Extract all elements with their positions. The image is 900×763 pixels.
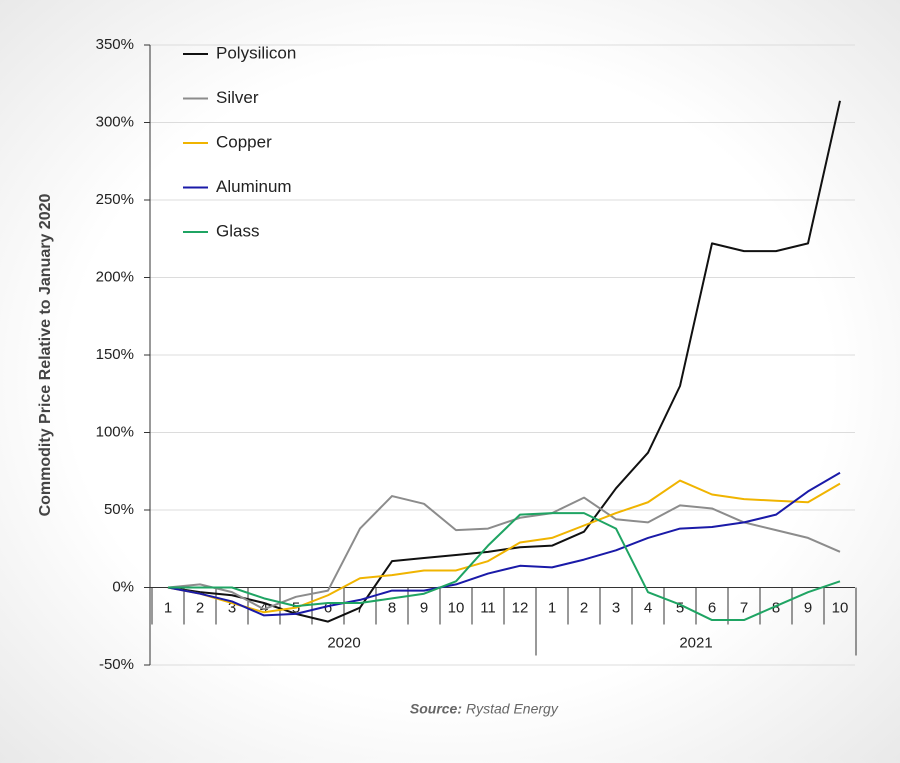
- x-tick-label: 4: [644, 599, 652, 616]
- source-label: Source:: [410, 701, 462, 717]
- y-axis-label: Commodity Price Relative to January 2020: [37, 194, 54, 517]
- series-line: [167, 100, 841, 623]
- y-tick-label: 50%: [104, 501, 134, 518]
- y-tick-label: 300%: [96, 113, 134, 130]
- y-tick-label: 250%: [96, 191, 134, 208]
- y-tick-label: 350%: [96, 36, 134, 53]
- x-tick-label: 1: [164, 599, 172, 616]
- x-tick-label: 9: [804, 599, 812, 616]
- y-tick-label: 100%: [96, 423, 134, 440]
- x-tick-label: 8: [388, 599, 396, 616]
- x-tick-label: 3: [228, 599, 236, 616]
- x-tick-label: 10: [832, 599, 849, 616]
- x-tick-label: 4: [260, 599, 268, 616]
- x-tick-label: 2: [196, 599, 204, 616]
- x-tick-label: 8: [772, 599, 780, 616]
- y-tick-label: 0%: [112, 578, 134, 595]
- x-tick-label: 5: [676, 599, 684, 616]
- x-tick-label: 2: [580, 599, 588, 616]
- legend-label: Polysilicon: [216, 43, 296, 62]
- x-tick-label: 3: [612, 599, 620, 616]
- x-tick-label: 7: [740, 599, 748, 616]
- x-tick-label: 12: [512, 599, 529, 616]
- series-line: [168, 512, 841, 622]
- y-tick-label: 200%: [96, 268, 134, 285]
- y-tick-label: -50%: [99, 656, 134, 673]
- x-tick-label: 6: [708, 599, 716, 616]
- x-tick-label: 1: [548, 599, 556, 616]
- x-tick-label: 9: [420, 599, 428, 616]
- x-group-label: 2021: [679, 634, 712, 651]
- x-group-label: 2020: [327, 634, 360, 651]
- legend-label: Glass: [216, 221, 259, 240]
- x-tick-label: 10: [448, 599, 465, 616]
- x-tick-label: 11: [480, 599, 496, 616]
- y-tick-label: 150%: [96, 346, 134, 363]
- legend-label: Silver: [216, 88, 259, 107]
- x-tick-label: 6: [324, 599, 332, 616]
- series-line: [167, 471, 841, 617]
- legend-label: Copper: [216, 132, 272, 151]
- source-text: Rystad Energy: [466, 701, 559, 717]
- legend-label: Aluminum: [216, 177, 292, 196]
- series-line: [167, 479, 841, 614]
